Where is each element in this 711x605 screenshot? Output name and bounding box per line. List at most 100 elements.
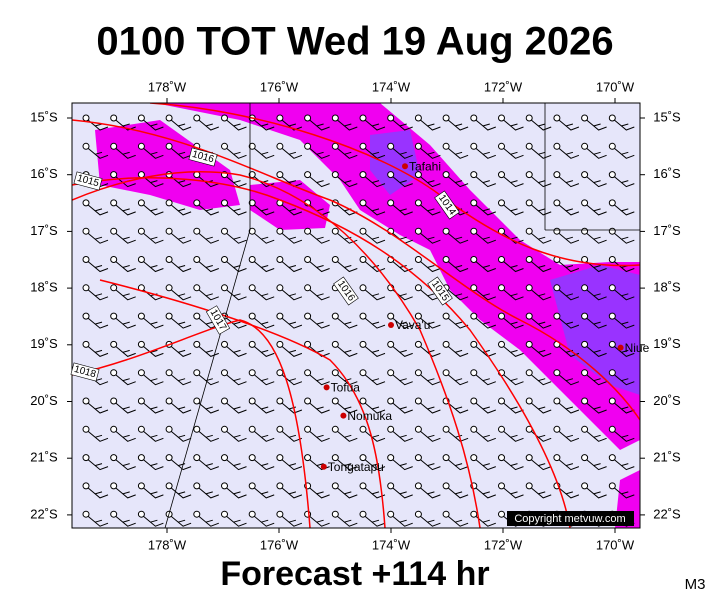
lon-label: 172˚W xyxy=(484,537,523,552)
barb xyxy=(309,459,330,471)
station xyxy=(248,397,256,405)
station xyxy=(359,227,367,235)
barb xyxy=(420,232,441,244)
station xyxy=(414,510,422,518)
station xyxy=(608,454,616,462)
barb xyxy=(558,402,580,414)
wind-barb xyxy=(581,454,607,471)
station xyxy=(82,284,90,292)
barb xyxy=(87,430,109,442)
wind-barb xyxy=(470,425,496,442)
station xyxy=(414,454,422,462)
wind-barb xyxy=(248,454,275,471)
wind-barb xyxy=(331,114,358,131)
wind-barb xyxy=(359,312,386,329)
wind-barb xyxy=(221,482,247,499)
station xyxy=(137,369,145,377)
lat-label: 17˚S xyxy=(30,223,58,238)
lon-label: 174˚W xyxy=(372,537,411,552)
station xyxy=(137,482,145,490)
station xyxy=(442,256,450,263)
wind-barb xyxy=(387,199,413,216)
barb xyxy=(143,176,164,188)
station xyxy=(193,256,201,263)
station xyxy=(331,369,339,377)
barb xyxy=(281,261,303,273)
station xyxy=(276,454,284,462)
wind-barb xyxy=(193,482,219,499)
station xyxy=(165,312,173,320)
station xyxy=(608,284,616,292)
barb xyxy=(309,487,330,499)
station xyxy=(553,369,561,377)
station xyxy=(498,171,505,179)
barb xyxy=(558,487,580,499)
barb xyxy=(392,119,413,131)
barb xyxy=(558,147,580,159)
wind-barb xyxy=(248,312,275,329)
wind-barb xyxy=(525,369,552,386)
wind-barb xyxy=(82,340,109,357)
station xyxy=(470,199,478,207)
barb xyxy=(115,374,136,386)
barb xyxy=(447,346,469,357)
barb xyxy=(170,147,192,159)
wind-barb xyxy=(221,199,247,216)
station xyxy=(359,199,367,207)
station xyxy=(248,199,256,207)
barb xyxy=(364,204,386,216)
barb xyxy=(336,459,358,471)
station xyxy=(470,142,478,150)
station xyxy=(221,510,228,518)
wind-barb xyxy=(193,256,219,273)
barb xyxy=(586,232,607,244)
barb xyxy=(447,119,469,131)
station xyxy=(165,425,173,433)
barb xyxy=(364,289,386,301)
barb xyxy=(115,402,136,414)
station xyxy=(165,142,173,150)
station xyxy=(137,510,145,518)
wind-barb xyxy=(442,114,469,131)
wind-barb xyxy=(387,114,413,131)
barb xyxy=(226,147,247,159)
wind-barb xyxy=(248,369,275,386)
station xyxy=(221,199,228,207)
wind-barb xyxy=(304,114,330,131)
lon-label: 172˚W xyxy=(484,79,523,94)
wind-barb xyxy=(414,142,441,159)
station xyxy=(304,425,312,433)
wind-barb xyxy=(553,397,580,414)
wind-barb xyxy=(608,284,635,301)
barb xyxy=(558,430,580,442)
wind-barb xyxy=(387,171,413,188)
wind-barb xyxy=(221,142,247,159)
barb xyxy=(281,346,303,357)
station xyxy=(470,312,478,320)
station xyxy=(414,284,422,292)
barb xyxy=(447,147,469,159)
station xyxy=(331,171,339,179)
wind-barb xyxy=(359,397,386,414)
barb xyxy=(364,374,386,386)
station xyxy=(442,227,450,235)
lon-label: 176˚W xyxy=(260,79,299,94)
wind-barb xyxy=(137,114,164,131)
barb xyxy=(503,374,524,386)
barb xyxy=(586,487,607,499)
barb xyxy=(253,430,275,442)
station xyxy=(553,284,561,292)
station xyxy=(331,227,339,235)
wind-barb xyxy=(221,454,247,471)
station xyxy=(304,284,312,292)
station xyxy=(608,369,616,377)
lat-label: 21˚S xyxy=(653,450,681,465)
barb xyxy=(170,346,192,357)
barb xyxy=(364,176,386,188)
station xyxy=(82,510,90,518)
station xyxy=(110,425,118,433)
station xyxy=(110,142,118,150)
barb xyxy=(558,261,580,273)
wind-barb xyxy=(165,425,192,442)
wind-barb xyxy=(414,256,441,273)
